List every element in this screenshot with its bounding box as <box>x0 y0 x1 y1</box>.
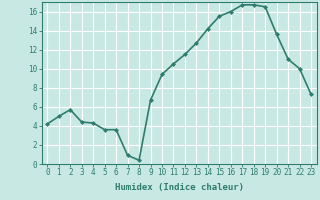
X-axis label: Humidex (Indice chaleur): Humidex (Indice chaleur) <box>115 183 244 192</box>
